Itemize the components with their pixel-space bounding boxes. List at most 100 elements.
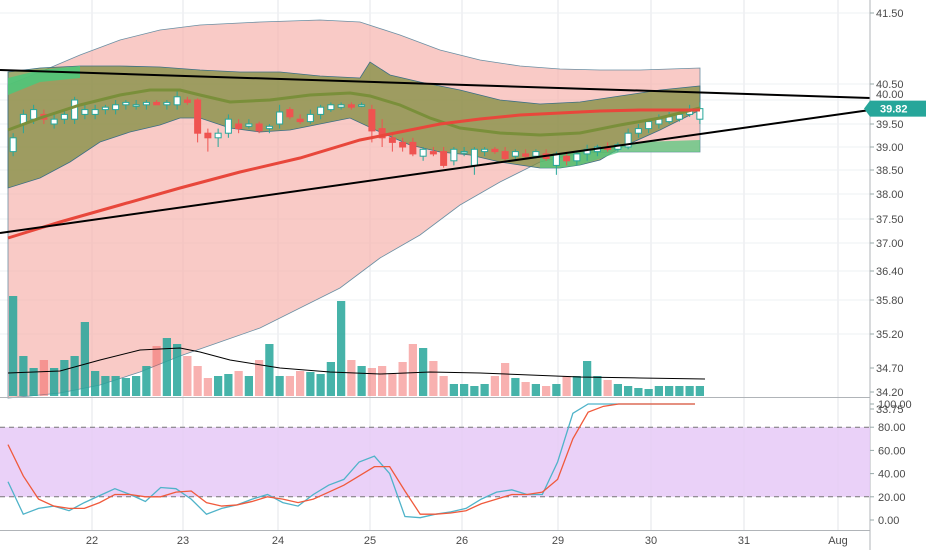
candle-body bbox=[81, 109, 89, 115]
candle-body bbox=[358, 104, 366, 107]
candle-body bbox=[306, 113, 314, 123]
candle-body bbox=[204, 132, 212, 139]
volume-bar bbox=[326, 362, 335, 396]
time-tick-label: 23 bbox=[177, 535, 189, 547]
price-tick-label: 35.20 bbox=[876, 329, 904, 341]
candle-body bbox=[532, 151, 540, 157]
time-tick-label: 24 bbox=[272, 535, 284, 547]
price-tick-label: 40.00 bbox=[876, 89, 904, 101]
candle-body bbox=[419, 148, 427, 157]
candle-body bbox=[645, 121, 653, 130]
volume-bar bbox=[162, 338, 171, 396]
candle-body bbox=[153, 101, 161, 106]
volume-bar bbox=[224, 374, 233, 396]
price-tick-label: 38.00 bbox=[876, 189, 904, 201]
volume-bar bbox=[285, 376, 294, 396]
candle-body bbox=[440, 151, 448, 166]
candle-body bbox=[491, 148, 499, 153]
volume-bar bbox=[613, 384, 622, 396]
volume-bar bbox=[91, 371, 100, 396]
volume-bar bbox=[521, 382, 530, 396]
candle-body bbox=[317, 106, 325, 115]
bullish-area bbox=[8, 66, 80, 95]
ma-fast-line bbox=[7, 88, 701, 137]
volume-bar bbox=[378, 366, 387, 396]
volume-bar bbox=[29, 368, 38, 396]
price-tick-label: 34.20 bbox=[876, 387, 904, 399]
candle-body bbox=[409, 141, 417, 155]
volume-bar bbox=[439, 376, 448, 396]
volume-bar bbox=[193, 366, 202, 396]
stochastic-k-line bbox=[7, 403, 695, 519]
candle-body bbox=[122, 101, 130, 106]
candle-body bbox=[429, 151, 437, 155]
volume-bar bbox=[132, 376, 141, 396]
volume-bar bbox=[265, 344, 274, 396]
volume-bar bbox=[275, 376, 284, 396]
candle-body bbox=[101, 106, 109, 111]
stochastic-tick-label: 20.00 bbox=[878, 492, 906, 504]
volume-bar bbox=[183, 356, 192, 396]
volume-bar bbox=[685, 386, 694, 396]
volume-bar bbox=[19, 356, 28, 396]
volume-bar bbox=[316, 374, 325, 396]
resistance-trendline bbox=[0, 69, 871, 99]
time-tick-label: 30 bbox=[645, 535, 657, 547]
candle-body bbox=[481, 148, 489, 153]
stochastic-tick-label: 100.00 bbox=[878, 399, 912, 411]
candle-body bbox=[183, 99, 191, 103]
bollinger-keltner-bands bbox=[7, 19, 701, 399]
candle-body bbox=[368, 109, 376, 132]
stochastic-tick-label: 0.00 bbox=[878, 515, 899, 527]
time-tick-label: 31 bbox=[738, 535, 750, 547]
price-tick-label: 38.50 bbox=[876, 165, 904, 177]
stochastic-tick-label: 60.00 bbox=[878, 445, 906, 457]
price-tick-label: 33.75 bbox=[876, 404, 904, 416]
volume-bar bbox=[501, 363, 510, 396]
volume-bar bbox=[70, 356, 79, 396]
candle-body bbox=[511, 151, 519, 157]
candle-body bbox=[563, 155, 571, 162]
candle-body bbox=[388, 137, 396, 143]
time-tick-label: Aug bbox=[828, 535, 848, 547]
candle-body bbox=[327, 104, 335, 111]
candle-body bbox=[224, 118, 232, 134]
time-tick-label: 29 bbox=[552, 535, 564, 547]
volume-bar bbox=[50, 368, 59, 396]
volume-bar bbox=[531, 384, 540, 396]
volume-bar bbox=[654, 386, 663, 396]
price-tick-label: 41.50 bbox=[876, 8, 904, 20]
support-trendline bbox=[0, 109, 871, 234]
candle-body bbox=[9, 137, 17, 153]
candle-body bbox=[460, 151, 468, 154]
candle-body bbox=[91, 109, 99, 115]
candle-body bbox=[347, 104, 355, 108]
stochastic-d-line bbox=[7, 403, 695, 515]
volume-bar bbox=[80, 322, 89, 396]
volume-bar bbox=[552, 384, 561, 396]
candle-body bbox=[30, 109, 38, 120]
volume-bar bbox=[39, 360, 48, 396]
price-tick-label: 37.00 bbox=[876, 238, 904, 250]
volume-bar bbox=[142, 366, 151, 396]
volume-bar bbox=[203, 378, 212, 396]
candle-body bbox=[337, 104, 345, 108]
volume-ma-line bbox=[7, 347, 706, 380]
time-tick-label: 22 bbox=[86, 535, 98, 547]
last-price-badge bbox=[870, 100, 926, 117]
volume-bar bbox=[367, 368, 376, 396]
time-axis: 22 23 24 25 26 29 30 31 Aug bbox=[0, 530, 870, 547]
candle-body bbox=[276, 111, 284, 125]
candle-body bbox=[173, 96, 181, 106]
price-tick-label: 39.50 bbox=[876, 119, 904, 131]
candle-body bbox=[522, 153, 530, 157]
candle-body bbox=[71, 99, 79, 120]
trendlines bbox=[0, 69, 871, 234]
candle-body bbox=[163, 101, 171, 106]
volume-bar bbox=[388, 374, 397, 396]
volume-bar bbox=[470, 386, 479, 396]
price-tick-label: 34.70 bbox=[876, 363, 904, 375]
price-tick-label: 40.50 bbox=[876, 79, 904, 91]
stochastic-tick-label: 40.00 bbox=[878, 469, 906, 481]
